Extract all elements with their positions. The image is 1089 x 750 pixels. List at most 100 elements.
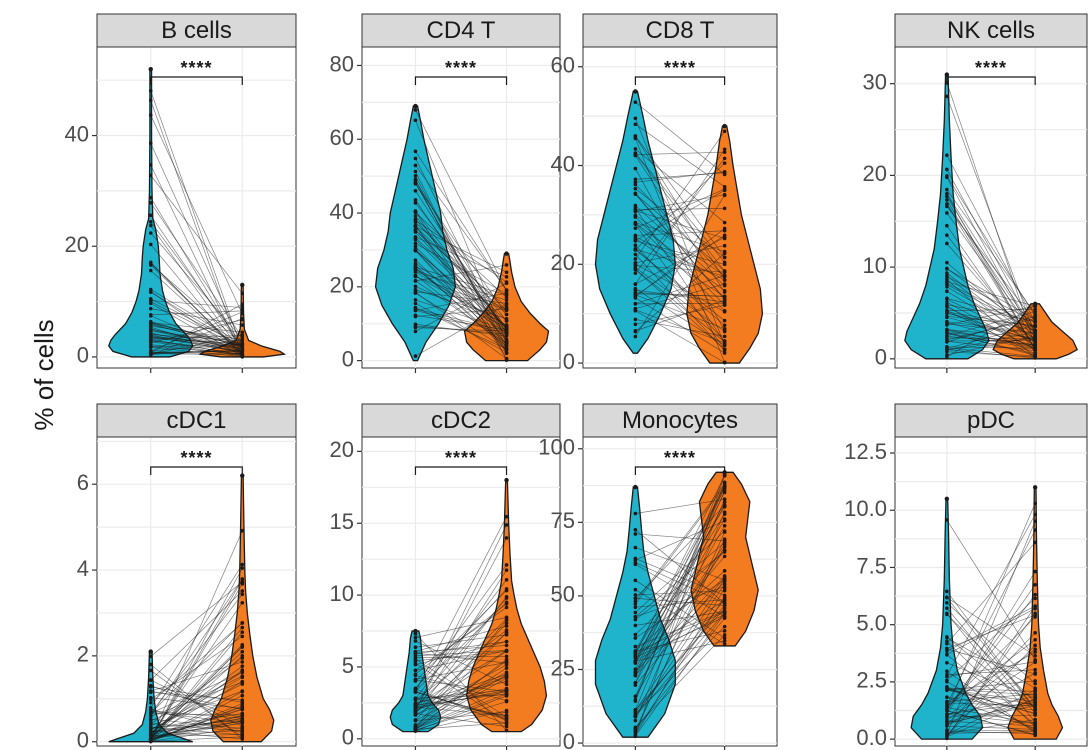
panel-cd8-t: **** CD8 T 0 20 40 60 [551, 13, 778, 374]
sample-points [633, 470, 727, 739]
sample-point [945, 94, 949, 99]
pair-line [415, 694, 507, 699]
pair-line [415, 701, 507, 731]
sample-point [413, 220, 418, 225]
sample-point [722, 554, 727, 559]
pair-line [635, 135, 725, 258]
sample-point [413, 718, 418, 723]
sample-point [504, 630, 509, 635]
pair-line [946, 613, 1036, 723]
sample-point [633, 192, 638, 196]
pair-line [415, 660, 507, 726]
pair-line [150, 734, 243, 737]
sample-point [413, 306, 418, 311]
max-point [413, 628, 418, 634]
sample-point [633, 602, 638, 606]
sample-point [413, 279, 418, 283]
sample-point [722, 616, 727, 620]
sample-point [413, 156, 418, 161]
sample-point [633, 617, 638, 622]
sample-point [633, 667, 638, 671]
max-point [148, 66, 153, 72]
sample-point [413, 201, 418, 205]
pair-line [150, 655, 243, 739]
pair-line [415, 596, 507, 714]
y-tick-label: 0 [563, 729, 575, 750]
sample-point [413, 149, 418, 154]
pair-line [150, 100, 243, 357]
sample-point [945, 712, 949, 717]
sample-points [633, 89, 727, 365]
y-tick-label: 20 [551, 250, 575, 275]
sample-point [722, 334, 727, 339]
pair-line [946, 614, 1036, 649]
sample-point [722, 156, 727, 161]
sample-point [240, 714, 245, 718]
sample-point [148, 223, 153, 228]
sample-point [633, 233, 638, 238]
sample-point [633, 238, 638, 243]
sample-point [633, 683, 638, 687]
sample-point [722, 323, 727, 328]
sample-point [504, 728, 509, 733]
facet-strip [894, 13, 1088, 48]
pair-line [415, 632, 507, 729]
sample-point [1033, 686, 1037, 690]
sample-point [945, 174, 949, 178]
y-tick-label: 100 [538, 435, 575, 460]
pair-line [635, 194, 725, 212]
paired-lines [415, 516, 507, 732]
pair-line [415, 664, 507, 716]
sample-point [722, 243, 727, 248]
pair-line [635, 319, 725, 337]
sample-point [148, 141, 153, 146]
sample-point [1033, 681, 1037, 686]
pair-line [150, 665, 243, 734]
sample-point [240, 339, 245, 343]
sample-point [148, 700, 153, 705]
sample-point [413, 178, 418, 183]
sample-point [633, 699, 638, 703]
sample-point [504, 596, 509, 600]
y-tick-label: 2.5 [856, 668, 887, 693]
sample-points [944, 485, 1038, 741]
sample-point [633, 707, 638, 712]
sample-point [504, 587, 509, 591]
sample-point [1033, 569, 1037, 574]
pair-line [415, 225, 507, 353]
sample-point [504, 716, 509, 721]
sample-point [633, 282, 638, 286]
pair-line [635, 610, 725, 647]
pair-line [415, 266, 507, 296]
sample-point [633, 623, 638, 628]
pair-line [635, 597, 725, 733]
sample-point [240, 528, 245, 533]
pair-line [946, 662, 1036, 699]
sample-point [504, 280, 509, 284]
paired-lines [635, 473, 725, 737]
sample-point [504, 536, 509, 540]
sample-point [945, 669, 949, 674]
pair-line [415, 180, 507, 331]
significance-bracket [150, 466, 243, 475]
sample-point [722, 188, 727, 193]
sample-point [148, 734, 153, 739]
pair-line [150, 291, 243, 356]
sample-point [1033, 307, 1037, 311]
sample-point [240, 621, 245, 625]
sample-point [148, 707, 153, 712]
sample-point [413, 635, 418, 640]
paired-lines [946, 503, 1036, 739]
pair-line [415, 619, 507, 728]
sample-point [240, 354, 245, 358]
sample-point [504, 724, 509, 729]
sample-point [240, 679, 245, 684]
sample-point [504, 347, 509, 351]
sample-point [148, 678, 153, 682]
y-tick-label: 25 [551, 655, 575, 680]
sample-point [504, 356, 509, 361]
pair-line [946, 329, 1036, 348]
pair-line [635, 193, 725, 300]
significance-bracket [634, 76, 726, 85]
significance-bracket [150, 76, 243, 85]
